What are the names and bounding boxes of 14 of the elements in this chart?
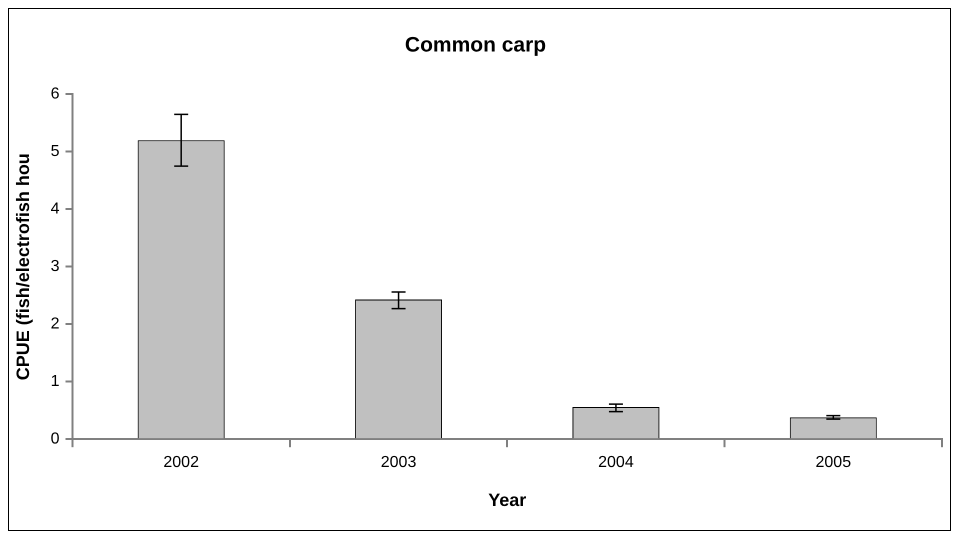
x-tick-label: 2004 [598, 454, 634, 472]
x-tick-label: 2005 [816, 454, 852, 472]
x-tick-label: 2002 [163, 454, 200, 472]
y-tick-label: 3 [50, 258, 60, 276]
y-tick-label: 5 [50, 143, 60, 160]
y-tick-label: 6 [50, 86, 60, 103]
y-tick-label: 1 [50, 373, 60, 390]
x-axis-title: Year [488, 490, 526, 510]
y-tick-label: 4 [50, 200, 60, 218]
chart-title: Common carp [404, 33, 546, 56]
x-tick-label: 2003 [380, 454, 416, 472]
y-axis-title: CPUE (fish/electrofish hou [12, 153, 33, 380]
y-tick-label: 2 [50, 316, 60, 333]
y-tick-label: 0 [50, 430, 60, 448]
